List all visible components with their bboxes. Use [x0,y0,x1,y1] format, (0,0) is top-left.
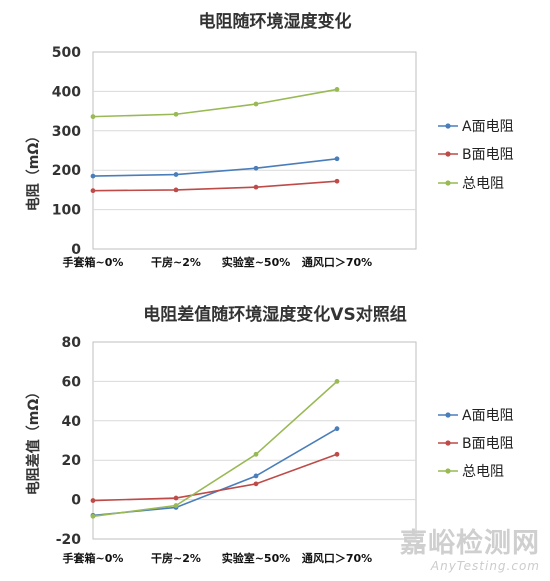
chart-2-series-1-point [334,426,340,432]
chart-2-y-tick-label: 0 [71,493,81,509]
chart-2-y-tick-label: 60 [62,374,82,390]
chart-1-y-tick-label: 200 [52,163,81,179]
chart-1-y-tick-label: 400 [52,84,81,100]
chart-1-series-2-point [90,188,96,194]
chart-2-series-line-3 [92,380,338,518]
chart-2-legend-marker-1 [445,412,451,418]
chart-1-legend-marker-2 [445,151,451,157]
chart-1-plot-frame [92,51,417,250]
chart-2-y-tick-label: 40 [62,414,82,430]
chart-2-legend-marker-3 [445,468,451,474]
chart-1-x-tick-label: 通风口＞70% [302,255,372,269]
chart-1-y-axis-label: 电阻（mΩ） [25,129,42,212]
chart-1-plot-area: 0 100 200 300 400 500 手套箱~0% 干房~2% 实验室~50% 通风口＞70… [52,45,417,269]
chart-2-series-3-point [173,503,179,508]
chart-2-series-2-point [334,451,340,457]
chart-1-legend-marker-1 [445,123,451,129]
chart-1-series-2-point [253,184,259,190]
chart-2-y-tick-label: -20 [56,532,82,548]
chart-2-series-2-point [90,498,96,503]
chart-1-title: 电阻随环境湿度变化 [199,11,352,32]
chart-2-y-tick-label: 80 [62,335,82,351]
chart-1-x-tick-label: 手套箱~0% [63,255,124,269]
chart-2-legend-label-3: 总电阻 [462,464,504,480]
chart-2-plot-area: -20 0 20 40 60 80 手套箱~0% 干房~2% 实验室~50% 通风口＞70% [56,335,417,565]
watermark-en: AnyTesting.com [430,559,540,573]
chart-2-series-1-point [253,473,259,479]
chart-1-y-tick-label: 300 [52,124,81,140]
chart-1-x-tick-label: 干房~2% [151,255,201,269]
chart-1-legend-label-2: B面电阻 [462,147,514,163]
chart-1-series-1-point [173,172,179,177]
chart-2-x-tick-label: 手套箱~0% [63,551,124,565]
chart-1: 电阻随环境湿度变化 电阻（mΩ） 0 100 200 300 400 500 手套箱~0% 干… [25,11,514,269]
chart-1-legend-label-3: 总电阻 [462,176,504,192]
chart-2-x-tick-label: 干房~2% [151,551,201,565]
chart-1-y-tick-label: 500 [52,45,81,61]
chart-1-legend-label-1: A面电阻 [462,119,514,135]
chart-2: 电阻差值随环境湿度变化VS对照组 电阻差值（mΩ） -20 0 20 40 60 80 手套… [25,304,514,565]
chart-2-series-3-point [90,513,96,519]
watermark: 嘉峪检测网 AnyTesting.com [400,527,540,573]
chart-2-legend-label-1: A面电阻 [462,408,514,424]
chart-2-legend-label-2: B面电阻 [462,436,514,452]
chart-1-series-3-point [90,114,96,120]
chart-1-series-3-point [253,101,259,107]
chart-2-y-axis-label: 电阻差值（mΩ） [25,385,42,496]
chart-2-series-2-point [173,495,179,501]
chart-1-series-line-3 [92,88,338,118]
chart-1-series-2-point [334,178,340,184]
chart-1-series-2-point [173,187,179,193]
chart-1-legend-marker-3 [445,180,451,186]
chart-2-title: 电阻差值随环境湿度变化VS对照组 [143,304,406,325]
watermark-cn: 嘉峪检测网 [400,527,540,559]
chart-1-series-line-2 [92,180,338,192]
chart-1-series-line-1 [92,157,338,177]
chart-1-y-tick-label: 0 [71,242,81,258]
chart-1-series-1-point [334,156,340,162]
chart-1-series-3-point [173,111,179,117]
chart-2-series-3-point [334,379,340,384]
chart-1-series-1-point [90,173,96,179]
chart-1-x-tick-label: 实验室~50% [222,255,291,269]
chart-2-plot-frame [92,341,417,540]
chart-2-x-tick-label: 实验室~50% [222,551,291,565]
chart-2-series-2-point [253,481,259,487]
chart-2-series-line-2 [92,453,338,502]
chart-1-y-tick-label: 100 [52,203,81,219]
chart-1-series-1-point [253,165,259,171]
chart-2-x-tick-label: 通风口＞70% [302,551,372,565]
chart-2-series-3-point [253,451,259,457]
chart-2-series-line-1 [92,427,338,517]
chart-2-y-tick-label: 20 [62,453,82,469]
chart-1-series-3-point [334,87,340,92]
chart-2-legend-marker-2 [445,440,451,446]
